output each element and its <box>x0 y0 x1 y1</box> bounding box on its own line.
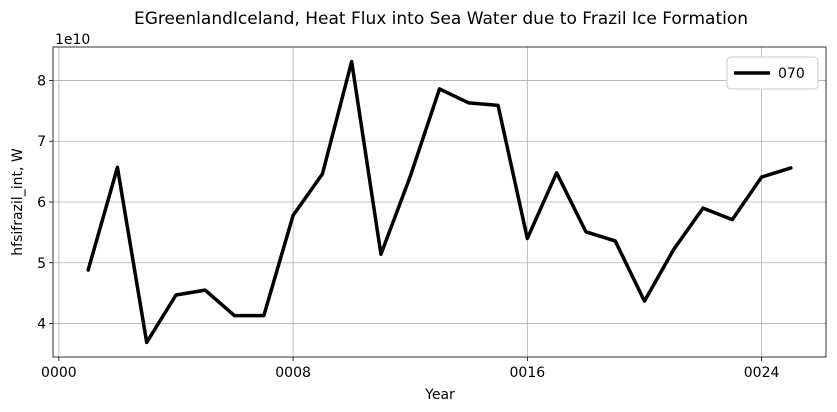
legend-box <box>726 56 819 90</box>
y-tick-label: 6 <box>37 195 46 211</box>
x-tick-label: 0016 <box>510 365 546 381</box>
y-tick-label: 4 <box>37 317 46 333</box>
x-axis-ticks: 0000 0008 0016 0024 <box>41 357 779 381</box>
y-axis-ticks: 4 5 6 7 8 <box>37 73 53 333</box>
legend-entry: 070 <box>778 66 805 82</box>
y-tick-label: 5 <box>37 256 46 272</box>
x-tick-label: 0024 <box>744 365 780 381</box>
y-tick-label: 8 <box>37 73 46 89</box>
x-axis-label: Year <box>424 387 455 403</box>
x-tick-label: 0000 <box>41 365 77 381</box>
legend: 070 <box>726 56 819 90</box>
y-axis-label: hfsifrazil_int, W <box>10 148 26 256</box>
series-line-070 <box>86 59 793 345</box>
grid <box>53 47 826 357</box>
series-layer <box>86 59 793 345</box>
y-multiplier-label: 1e10 <box>55 32 90 48</box>
chart-title: EGreenlandIceland, Heat Flux into Sea Wa… <box>134 9 748 29</box>
y-tick-label: 7 <box>37 134 46 150</box>
x-tick-label: 0008 <box>275 365 311 381</box>
